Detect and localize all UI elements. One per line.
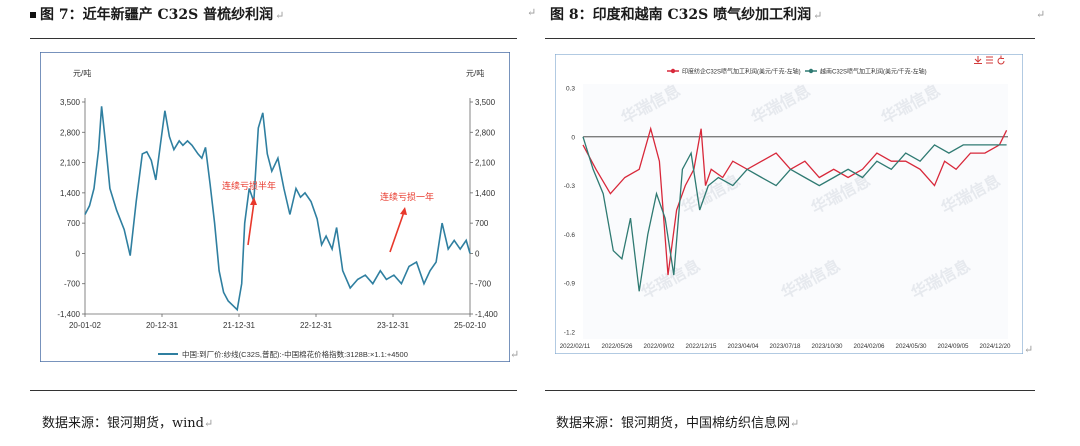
chart-toolbar[interactable]: [974, 55, 1005, 65]
left-y-tick-label: 2,100: [60, 159, 81, 168]
left-figure-title: 图 7：近年新疆产 C32S 普梳纱利润 ↵: [30, 4, 284, 24]
right-y-tick-label: 0.3: [566, 86, 575, 93]
return-mark-icon: ↵: [275, 9, 285, 22]
left-chart: 元/吨 元/吨 3,500 3,500 2,800 2,800 2,100 2,100 1,…: [40, 52, 510, 362]
left-y-tick-label: 3,500: [60, 98, 81, 107]
left-x-tick-label: 23-12-31: [377, 321, 410, 330]
left-figure-source: 数据来源：银河期货，wind↵: [42, 412, 213, 431]
right-x-tick-label: 2024/02/06: [854, 343, 886, 350]
left-y-tick-label-right: 3,500: [475, 98, 496, 107]
left-y-tick-label: -1,400: [57, 310, 80, 319]
right-chart-return-mark: ↵: [1024, 343, 1034, 356]
bullet-square-icon: [30, 12, 36, 18]
return-mark-icon: ↵: [813, 9, 823, 22]
right-x-tick-label: 2022/02/11: [560, 343, 591, 350]
left-y-tick-label-right: 2,800: [475, 128, 496, 137]
left-y-tick-label-right: 0: [475, 249, 480, 258]
annotation-label-one-year: 连续亏损一年: [380, 191, 434, 202]
download-icon[interactable]: [974, 56, 982, 64]
top-mid-return-mark: ↵: [527, 6, 537, 19]
left-y-tick-label: 1,400: [60, 189, 81, 198]
right-legend: 印度纺企C32S喷气加工利润(美元/千克-左轴) 越南C32S喷气加工利润(美元…: [667, 68, 927, 76]
legend-vietnam-label: 越南C32S喷气加工利润(美元/千克-左轴): [820, 68, 927, 76]
right-series-india-line: [582, 126, 1008, 276]
left-y-tick-label-right: 2,100: [475, 159, 496, 168]
right-x-tick-label: 2022/09/02: [644, 343, 676, 350]
legend-india-label: 印度纺企C32S喷气加工利润(美元/千克-左轴): [682, 68, 801, 76]
right-title-rule: [545, 38, 1035, 39]
annotation-arrow-one-year: [389, 211, 405, 253]
legend-vietnam-marker: [808, 68, 814, 74]
annotation-label-half-year: 连续亏损半年: [222, 180, 276, 191]
refresh-icon[interactable]: [997, 55, 1005, 65]
right-source-text: 数据来源：银河期货，中国棉纺织信息网: [556, 416, 791, 431]
right-figure-title-text: 图 8：印度和越南 C32S 喷气纱加工利润: [550, 7, 812, 23]
left-x-tick-label: 20-01-02: [69, 321, 102, 330]
right-plot-bg: [583, 84, 1008, 339]
right-x-tick-label: 2023/10/30: [812, 343, 844, 350]
left-y-unit-right: 元/吨: [466, 68, 484, 78]
right-series-vietnam-line: [582, 136, 1007, 292]
annotation-arrowhead-one-year: [400, 207, 407, 215]
right-y-tick-label: -0.3: [564, 183, 576, 190]
left-y-tick-label-right: -700: [475, 280, 492, 289]
left-y-tick-label: 700: [67, 219, 81, 228]
left-x-tick-label: 21-12-31: [223, 321, 256, 330]
left-y-tick-label-right: -1,400: [475, 310, 498, 319]
left-legend-label: 中国:到厂价:纱线(C32S,普配):-中国棉花价格指数:3128B:×1.1:…: [182, 349, 408, 359]
top-right-return-mark: ↵: [1036, 8, 1046, 21]
left-chart-frame: [40, 52, 510, 362]
left-chart-return-mark: ↵: [510, 348, 520, 361]
annotation-arrowhead-half-year: [250, 197, 257, 205]
return-mark-icon: ↵: [203, 417, 214, 430]
return-mark-icon: ↵: [790, 417, 800, 430]
right-x-tick-label: 2023/07/18: [770, 343, 802, 350]
menu-icon[interactable]: [986, 56, 993, 64]
left-source-text: 数据来源：银河期货，wind: [42, 416, 204, 431]
right-y-tick-label: -1.2: [564, 330, 576, 337]
left-y-tick-label: 0: [76, 249, 81, 258]
left-x-tick-label: 22-12-31: [300, 321, 333, 330]
left-y-tick-label-right: 1,400: [475, 189, 496, 198]
right-x-tick-label: 2023/04/04: [728, 343, 760, 350]
legend-india-marker: [670, 68, 676, 74]
left-y-tick-label-right: 700: [475, 219, 489, 228]
left-x-tick-label: 25-02-10: [454, 321, 487, 330]
right-x-tick-label: 2022/12/15: [686, 343, 718, 350]
right-x-tick-label: 2024/12/20: [980, 343, 1012, 350]
right-x-tick-label: 2024/09/05: [938, 343, 970, 350]
left-y-tick-label: -700: [64, 280, 81, 289]
right-y-tick-label: 0: [571, 134, 575, 141]
annotation-arrow-half-year: [247, 201, 255, 246]
left-x-tick-label: 20-12-31: [146, 321, 179, 330]
left-figure-title-text: 图 7：近年新疆产 C32S 普梳纱利润: [40, 7, 274, 23]
left-y-unit-left: 元/吨: [73, 68, 91, 78]
right-figure-title: 图 8：印度和越南 C32S 喷气纱加工利润 ↵: [550, 4, 822, 24]
right-source-rule: [545, 390, 1035, 391]
left-source-rule: [30, 390, 517, 391]
right-x-tick-label: 2022/05/26: [602, 343, 634, 350]
right-y-tick-label: -0.6: [564, 232, 576, 239]
right-y-tick-label: -0.9: [564, 281, 576, 288]
left-y-tick-label: 2,800: [60, 128, 81, 137]
left-title-rule: [30, 38, 517, 39]
right-x-tick-label: 2024/05/30: [896, 343, 928, 350]
right-figure-source: 数据来源：银河期货，中国棉纺织信息网↵: [556, 412, 799, 431]
